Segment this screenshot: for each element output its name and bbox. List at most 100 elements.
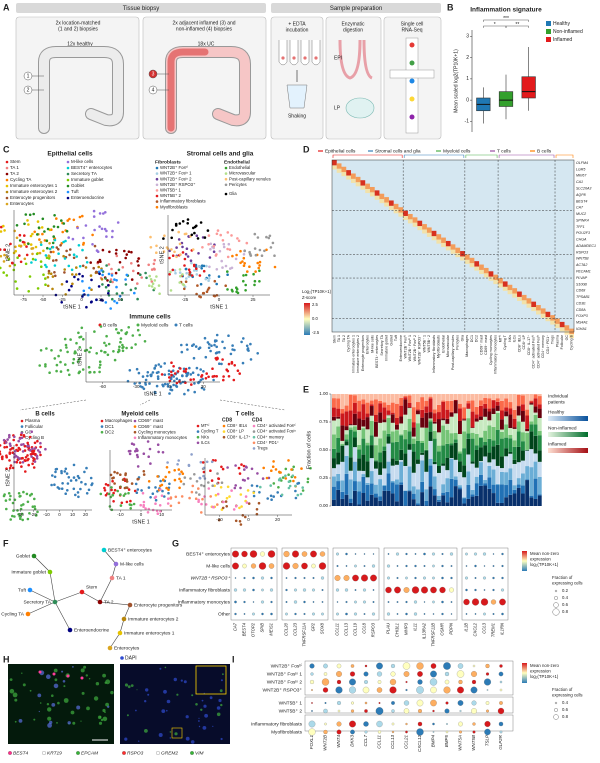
expression-dot: [492, 576, 495, 580]
legend-label: Cycling B: [25, 435, 44, 440]
cell-dot: [100, 298, 103, 302]
cell-dot: [202, 370, 205, 373]
fraction-segment: [500, 471, 504, 485]
cell-dot: [190, 233, 194, 237]
legend-title: expressing cells: [552, 693, 583, 698]
cell-dot: [220, 481, 224, 485]
legend-dot: [122, 751, 126, 755]
node-label: Cycling TA: [1, 611, 25, 617]
fraction-segment: [344, 494, 349, 506]
cell-dot: [84, 256, 88, 260]
fraction-segment: [529, 467, 534, 496]
cell-dot: [239, 249, 242, 253]
fraction-segment: [348, 429, 353, 458]
cell-dot: [72, 476, 76, 479]
stain: [80, 720, 82, 722]
expression-dot: [349, 686, 356, 694]
cell-dot: [135, 491, 139, 495]
fraction-segment: [487, 394, 492, 399]
cell-dot: [173, 372, 177, 375]
fraction-segment: [495, 502, 500, 506]
fraction-segment: [516, 421, 521, 432]
column-label: Cycling T: [503, 334, 507, 350]
expression-dot: [405, 680, 408, 684]
cell-dot: [84, 482, 87, 486]
y-tick-label: 1: [466, 76, 469, 82]
expression-dot: [372, 601, 375, 603]
fraction-segment: [411, 394, 416, 408]
cell-dot: [294, 496, 298, 500]
cell-dot: [127, 488, 131, 491]
fraction-segment: [386, 415, 391, 418]
gene-label: PECAM1: [576, 269, 591, 273]
cell-dot: [220, 465, 223, 469]
column-label: Enterocytes: [366, 335, 370, 354]
node-label: Immature enterocytes 1: [124, 630, 175, 636]
fraction-segment: [474, 421, 479, 434]
cell-dot: [141, 491, 145, 495]
fraction-segment: [432, 489, 437, 496]
cell-dot: [147, 480, 151, 483]
fraction-segment: [525, 479, 530, 481]
cell-dot: [18, 461, 22, 464]
cell-dot: [257, 501, 261, 505]
cell-dot: [53, 475, 57, 479]
cell-dot: [296, 482, 299, 485]
cell-dot: [213, 374, 216, 378]
legend-dot: [76, 751, 80, 755]
column-label: CD4⁺ PD1⁺: [546, 335, 550, 354]
expression-dot: [430, 670, 437, 678]
fraction-segment: [521, 404, 525, 412]
fraction-segment: [407, 408, 412, 419]
cell-dot: [119, 493, 122, 496]
heat-block: [498, 283, 503, 288]
fraction-segment: [336, 464, 341, 474]
cell-dot: [72, 463, 76, 467]
expression-dot: [350, 664, 355, 668]
trajectory-node: [47, 569, 53, 575]
cell-dot: [90, 278, 93, 282]
cell-dot: [109, 307, 112, 310]
cell-dot: [67, 236, 70, 239]
expression-dot: [390, 663, 396, 669]
fraction-segment: [424, 489, 429, 501]
gene-label: CCL21: [404, 735, 409, 750]
legend-dot: [222, 424, 226, 428]
trajectory-node: [52, 599, 58, 605]
cell-dot: [258, 280, 261, 283]
cell-dot: [41, 232, 44, 236]
fraction-segment: [348, 410, 353, 425]
row-label: WNT5B⁺ 2: [279, 708, 303, 714]
heat-block: [374, 190, 380, 196]
cell-dot: [200, 374, 204, 377]
cell-dot: [195, 267, 198, 271]
fraction-segment: [336, 489, 341, 506]
stain: [144, 700, 147, 703]
stain: [166, 699, 171, 704]
fraction-segment: [537, 461, 542, 477]
cell-dot: [239, 523, 243, 526]
fraction-segment: [512, 428, 517, 441]
cell-dot: [142, 452, 146, 456]
stain: [100, 718, 104, 722]
expression-dot: [391, 709, 395, 713]
fraction-segment: [369, 445, 374, 459]
cell-dot: [136, 328, 140, 332]
fraction-segment: [353, 431, 357, 438]
trajectory-edge: [111, 563, 117, 579]
cell-dot: [59, 370, 63, 373]
trajectory-node: [127, 602, 133, 608]
expression-dot: [403, 708, 410, 714]
dendrogram: [498, 154, 555, 158]
cell-dot: [175, 255, 178, 259]
fraction-segment: [495, 405, 500, 411]
fraction-segment: [395, 501, 399, 506]
cell-dot: [81, 368, 85, 371]
expression-dot: [363, 613, 366, 615]
expression-dot: [345, 600, 348, 604]
heat-block: [455, 253, 461, 258]
tick-label: 0: [218, 297, 221, 302]
cell-dot: [31, 447, 34, 451]
cell-dot: [209, 495, 212, 498]
expression-dot: [480, 598, 489, 606]
